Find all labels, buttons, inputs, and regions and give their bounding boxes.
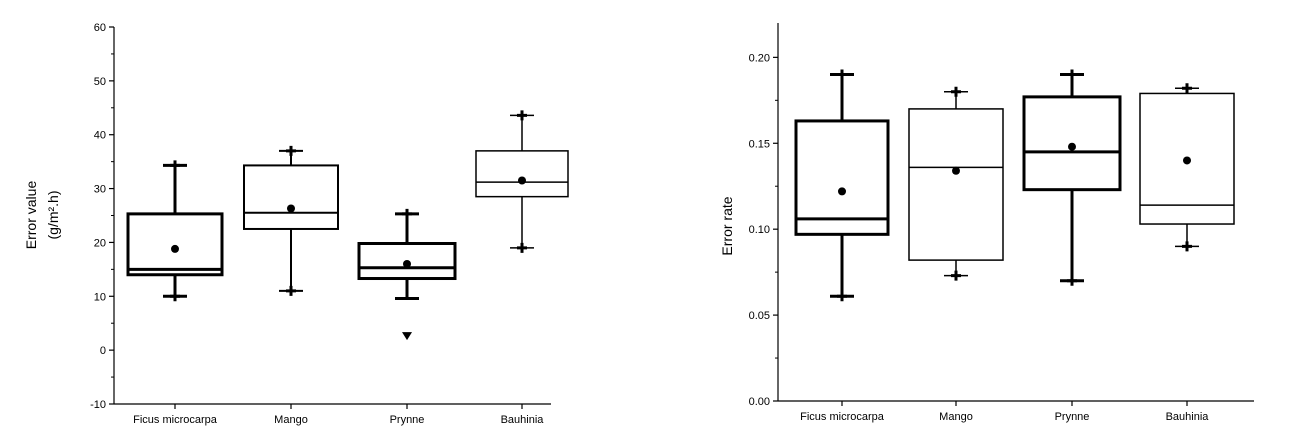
mean-point [287,204,295,213]
x-tick-label: Ficus microcarpa [133,414,218,426]
max-marker [837,69,847,80]
x-tick-label: Bauhinia [501,414,545,426]
mean-point [1068,142,1076,151]
box-3 [357,208,457,341]
box-2 [908,86,1004,281]
box-iqr [243,164,339,230]
min-marker [951,270,961,281]
max-marker [951,86,961,97]
mean-point [403,259,411,268]
min-marker [1067,275,1077,286]
chart-error-value: -10 0 10 20 30 40 50 60 Error value (g/m².h) Ficus… [23,22,569,426]
y-axis-label: Error rate [719,196,735,255]
y-tick-label: 60 [94,22,106,34]
max-marker [1182,83,1192,94]
mean-point [1183,156,1191,165]
y-tick-label: -10 [90,399,106,411]
mean-point [838,187,846,196]
max-marker [402,208,412,219]
y-axis-label: Error value [23,181,39,250]
y-tick-label: 0.20 [749,52,770,64]
box-iqr [126,212,224,277]
min-marker [170,291,180,302]
box-2 [243,145,339,296]
y-tick-label: 30 [94,184,106,196]
box-1 [126,160,224,302]
max-marker [1067,69,1077,80]
min-marker [837,291,847,302]
x-tick-label: Prynne [390,414,425,426]
mean-point [518,176,526,185]
y-tick-label: 50 [94,76,106,88]
min-marker [517,242,527,253]
box-iqr [475,150,569,198]
y-tick-label: 40 [94,130,106,142]
box-3 [1022,69,1122,286]
x-tick-label: Bauhinia [1166,411,1210,423]
y-tick-label: 0.05 [749,310,770,322]
min-marker [286,285,296,296]
box-4 [1139,83,1235,252]
outlier-point [402,332,412,341]
box-iqr [794,119,890,236]
box-iqr [908,108,1004,261]
y-tick-label: 10 [94,291,106,303]
max-marker [170,160,180,171]
x-tick-label: Prynne [1055,411,1090,423]
y-tick-label: 0.00 [749,396,770,408]
mean-point [952,166,960,175]
x-tick-label: Mango [274,414,308,426]
y-tick-label: 0.15 [749,138,770,150]
y-tick-label: 0.10 [749,224,770,236]
box-4 [475,110,569,253]
box-1 [794,69,890,302]
mean-point [171,244,179,253]
y-axis-unit-label: (g/m².h) [45,191,61,240]
max-marker [286,145,296,156]
y-tick-label: 0 [100,345,106,357]
min-marker [1182,241,1192,252]
x-tick-label: Ficus microcarpa [800,411,885,423]
max-marker [517,110,527,121]
y-tick-label: 20 [94,237,106,249]
x-tick-label: Mango [939,411,973,423]
